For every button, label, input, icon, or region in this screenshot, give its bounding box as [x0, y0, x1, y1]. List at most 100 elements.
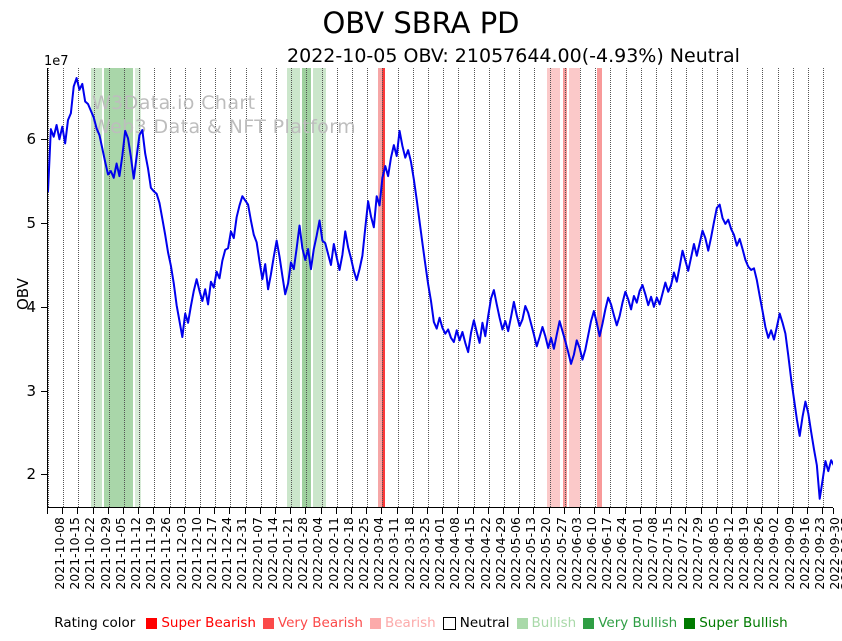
gridline — [306, 68, 308, 507]
x-tick-mark — [381, 508, 383, 514]
y-tick-mark — [41, 223, 47, 225]
x-tick-mark — [107, 508, 109, 514]
watermark-line-1: W3Data.io Chart — [92, 92, 256, 114]
x-tick-label: 2022-09-09 — [781, 517, 797, 590]
gridline — [579, 68, 581, 507]
x-tick-mark — [822, 508, 824, 514]
x-tick-label: 2022-06-17 — [599, 517, 615, 590]
y-tick-mark — [41, 139, 47, 141]
y-tick-label: 3 — [26, 381, 36, 400]
obv-line-path — [48, 77, 833, 500]
x-tick-label: 2022-02-04 — [310, 517, 326, 590]
legend-item[interactable]: Very Bullish — [583, 615, 677, 631]
x-tick-mark — [335, 508, 337, 514]
x-tick-label: 2022-03-04 — [371, 517, 387, 590]
x-tick-label: 2022-05-27 — [553, 517, 569, 590]
legend-item[interactable]: Super Bearish — [146, 615, 256, 631]
page-title: OBV SBRA PD — [322, 6, 520, 40]
y-tick-label: 6 — [26, 130, 36, 149]
legend-item[interactable]: Super Bullish — [684, 615, 788, 631]
x-tick-mark — [290, 508, 292, 514]
x-tick-label: 2022-09-23 — [811, 517, 827, 590]
gridline — [78, 68, 80, 507]
gridline — [671, 68, 673, 507]
x-tick-mark — [396, 508, 398, 514]
x-tick-mark — [457, 508, 459, 514]
gridline — [397, 68, 399, 507]
x-tick-mark — [198, 508, 200, 514]
x-tick-mark — [730, 508, 732, 514]
x-tick-label: 2021-12-03 — [173, 517, 189, 590]
legend-label: Very Bearish — [277, 615, 363, 631]
obv-line-series — [48, 77, 833, 500]
y-axis-title: OBV — [14, 278, 32, 310]
legend-item[interactable]: Bullish — [516, 615, 576, 631]
gridline — [519, 68, 521, 507]
gridline — [792, 68, 794, 507]
gridline — [701, 68, 703, 507]
rating-band — [382, 68, 385, 507]
gridline — [625, 68, 627, 507]
rating-band — [597, 68, 602, 507]
rating-band — [569, 68, 580, 507]
x-tick-label: 2021-11-12 — [127, 517, 143, 590]
x-tick-mark — [833, 508, 834, 514]
x-tick-label: 2022-08-12 — [720, 517, 736, 590]
x-tick-mark — [274, 508, 276, 514]
rating-band — [302, 68, 311, 507]
x-tick-label: 2022-04-15 — [462, 517, 478, 590]
x-tick-label: 2022-06-10 — [583, 517, 599, 590]
x-tick-mark — [685, 508, 687, 514]
legend-swatch — [583, 617, 595, 629]
gridline — [382, 68, 384, 507]
gridline — [777, 68, 779, 507]
rating-band — [312, 68, 326, 507]
x-tick-label: 2022-04-08 — [447, 517, 463, 590]
x-tick-label: 2022-10-05 — [838, 517, 842, 590]
gridline — [731, 68, 733, 507]
x-tick-mark — [350, 508, 352, 514]
x-tick-label: 2022-05-13 — [523, 517, 539, 590]
x-tick-label: 2022-06-03 — [568, 517, 584, 590]
rating-band — [286, 68, 300, 507]
x-tick-label: 2021-10-15 — [67, 517, 83, 590]
x-tick-label: 2022-07-29 — [690, 517, 706, 590]
legend-swatch — [516, 617, 528, 629]
x-tick-mark — [320, 508, 322, 514]
x-tick-label: 2022-03-18 — [401, 517, 417, 590]
rating-band — [547, 68, 561, 507]
x-tick-label: 2022-05-06 — [507, 517, 523, 590]
x-tick-mark — [761, 508, 763, 514]
x-tick-label: 2022-08-19 — [735, 517, 751, 590]
x-tick-mark — [487, 508, 489, 514]
gridline — [412, 68, 414, 507]
rating-band — [562, 68, 567, 507]
gridline — [260, 68, 262, 507]
x-tick-label: 2021-12-31 — [234, 517, 250, 590]
gridline — [686, 68, 688, 507]
x-tick-label: 2022-08-05 — [705, 517, 721, 590]
rating-band — [378, 68, 383, 507]
x-tick-mark — [138, 508, 140, 514]
gridline — [595, 68, 597, 507]
x-tick-mark — [578, 508, 580, 514]
x-tick-label: 2022-01-21 — [279, 517, 295, 590]
legend-label: Very Bullish — [598, 615, 678, 631]
gridline — [199, 68, 201, 507]
legend-item[interactable]: Bearish — [369, 615, 436, 631]
gridline — [367, 68, 369, 507]
x-tick-mark — [47, 508, 48, 514]
x-tick-mark — [609, 508, 611, 514]
x-tick-label: 2022-02-11 — [325, 517, 341, 590]
y-tick-label: 5 — [26, 214, 36, 233]
x-tick-mark — [746, 508, 748, 514]
gridline — [610, 68, 612, 507]
legend-item[interactable]: Neutral — [442, 615, 510, 631]
gridline — [503, 68, 505, 507]
gridline — [154, 68, 156, 507]
x-tick-mark — [533, 508, 535, 514]
x-tick-mark — [442, 508, 444, 514]
legend-item[interactable]: Very Bearish — [262, 615, 363, 631]
x-tick-mark — [654, 508, 656, 514]
